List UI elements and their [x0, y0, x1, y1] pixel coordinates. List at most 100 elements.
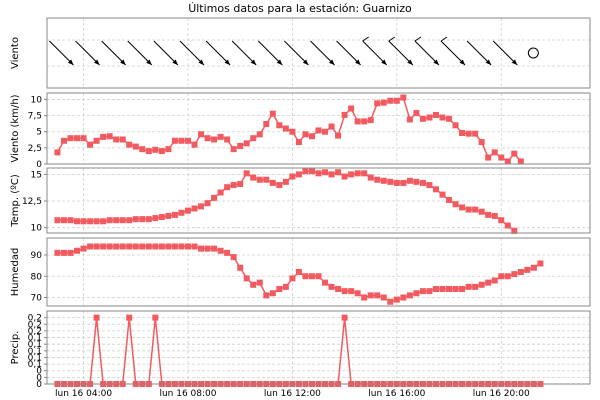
wind-arrow-15 — [440, 36, 466, 66]
point-wind-speed-71 — [517, 158, 524, 165]
point-temperature-50 — [380, 177, 387, 184]
y-tick-label-precipitation-4: 0,1 — [28, 353, 42, 363]
ylabel-precipitation: Precip. — [10, 331, 21, 365]
point-wind-speed-1 — [60, 137, 67, 144]
point-humidity-32 — [263, 292, 270, 299]
point-precipitation-44 — [341, 314, 348, 321]
point-temperature-5 — [87, 218, 94, 225]
point-wind-speed-48 — [367, 117, 374, 124]
wind-arrow-shaft-6 — [205, 40, 231, 66]
point-precipitation-15 — [152, 314, 159, 321]
wind-arrow-head-9 — [302, 59, 309, 66]
point-temperature-13 — [139, 216, 146, 223]
point-humidity-7 — [100, 243, 107, 250]
point-temperature-39 — [308, 168, 315, 175]
y-tick-label-wind-speed-4: 10 — [31, 95, 43, 105]
wind-arrow-3 — [127, 40, 153, 66]
point-wind-speed-23 — [204, 135, 211, 142]
point-temperature-36 — [289, 173, 296, 180]
point-wind-speed-45 — [348, 105, 355, 112]
wind-arrow-shaft-12 — [362, 40, 388, 66]
point-temperature-30 — [250, 174, 257, 181]
series-line-wind-speed — [56, 96, 522, 163]
point-humidity-58 — [432, 286, 439, 292]
point-humidity-40 — [315, 273, 322, 280]
point-wind-speed-7 — [100, 133, 107, 140]
point-wind-speed-6 — [93, 137, 100, 144]
point-temperature-45 — [348, 171, 355, 178]
point-temperature-69 — [504, 222, 511, 229]
point-temperature-38 — [302, 168, 309, 175]
point-temperature-62 — [459, 204, 466, 211]
point-wind-speed-61 — [452, 122, 459, 129]
point-temperature-51 — [387, 178, 394, 185]
point-wind-speed-10 — [119, 136, 126, 143]
point-temperature-54 — [406, 177, 413, 184]
point-humidity-45 — [348, 288, 355, 295]
point-temperature-52 — [393, 179, 400, 186]
point-temperature-61 — [452, 201, 459, 208]
x-tick-label-1: lun 16 08:00 — [159, 389, 216, 399]
point-wind-speed-4 — [80, 135, 87, 142]
wind-arrow-11 — [336, 40, 361, 66]
point-humidity-73 — [530, 264, 537, 271]
frame-temperature — [46, 167, 591, 234]
wind-arrow-head-3 — [146, 59, 152, 66]
point-humidity-16 — [158, 243, 165, 250]
point-wind-speed-2 — [67, 135, 74, 142]
point-wind-speed-38 — [302, 131, 309, 138]
point-humidity-65 — [478, 281, 485, 288]
wind-arrow-17 — [492, 40, 518, 66]
point-temperature-29 — [243, 170, 250, 177]
wind-arrow-head-12 — [381, 59, 387, 66]
point-temperature-37 — [295, 171, 302, 178]
x-tick-label-3: lun 16 16:00 — [368, 389, 425, 399]
wind-arrow-shaft-7 — [231, 40, 257, 66]
point-temperature-32 — [263, 176, 270, 183]
point-wind-speed-13 — [139, 146, 146, 153]
point-wind-speed-21 — [191, 141, 198, 148]
point-humidity-8 — [106, 243, 113, 250]
point-wind-speed-17 — [165, 146, 172, 153]
point-temperature-24 — [211, 194, 218, 201]
point-humidity-49 — [374, 292, 381, 299]
point-temperature-47 — [361, 170, 368, 177]
frame-humidity — [46, 237, 591, 307]
point-temperature-8 — [106, 217, 113, 224]
ylabel-wind-speed: Viento (km/h) — [10, 94, 21, 162]
point-humidity-23 — [204, 245, 211, 252]
point-temperature-3 — [74, 218, 81, 225]
point-humidity-30 — [250, 281, 257, 288]
point-temperature-19 — [178, 209, 185, 216]
point-wind-speed-66 — [485, 154, 492, 161]
wind-arrow-shaft-4 — [153, 40, 179, 66]
y-tick-label-precipitation-5: 0,1 — [28, 347, 42, 357]
point-temperature-44 — [341, 173, 348, 180]
frame-precipitation — [46, 310, 591, 385]
point-humidity-27 — [230, 254, 237, 261]
point-wind-speed-54 — [406, 116, 413, 123]
point-wind-speed-55 — [413, 110, 420, 117]
point-wind-speed-11 — [126, 141, 133, 148]
point-temperature-49 — [374, 176, 381, 183]
y-tick-label-precipitation-6: 0,1 — [28, 340, 42, 350]
point-wind-speed-64 — [472, 130, 479, 137]
point-temperature-33 — [269, 179, 276, 186]
point-humidity-2 — [67, 249, 74, 256]
point-wind-speed-29 — [243, 140, 250, 147]
point-humidity-64 — [472, 283, 479, 290]
point-wind-speed-28 — [237, 142, 244, 149]
wind-arrow-head-15 — [459, 59, 466, 66]
ylabel-temperature: Temp. (ºC) — [10, 174, 21, 228]
point-humidity-70 — [511, 271, 518, 278]
point-humidity-42 — [328, 283, 335, 290]
point-wind-speed-3 — [74, 135, 81, 142]
wind-arrow-13 — [388, 36, 414, 66]
point-humidity-14 — [145, 243, 152, 250]
point-humidity-69 — [504, 273, 511, 280]
wind-arrow-16 — [466, 40, 492, 66]
point-temperature-40 — [315, 170, 322, 177]
y-tick-label-wind-speed-1: 2,5 — [28, 144, 42, 154]
point-temperature-28 — [237, 180, 244, 187]
